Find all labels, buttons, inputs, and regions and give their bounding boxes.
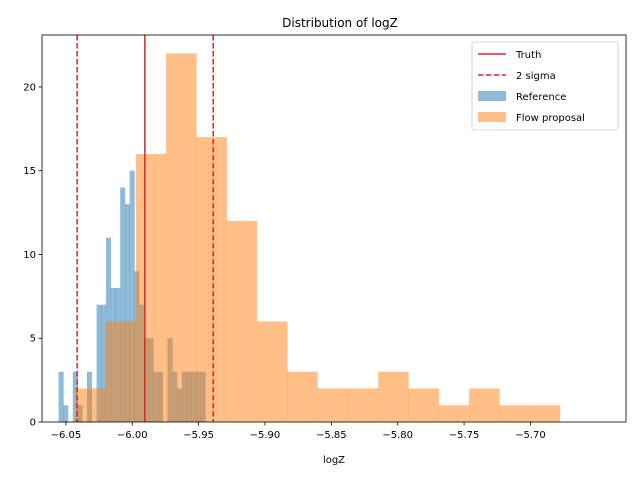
histogram-bar (63, 405, 69, 422)
legend-swatch-flow-proposal (478, 112, 506, 122)
histogram-bar (257, 321, 288, 422)
histogram-bar (196, 137, 228, 422)
histogram-bar (124, 204, 130, 422)
x-tick-label: −5.80 (382, 430, 413, 441)
y-tick-label: 0 (30, 418, 36, 429)
histogram-bar (408, 388, 440, 422)
y-tick-label: 15 (23, 166, 36, 177)
x-axis-label: logZ (323, 455, 345, 466)
histogram-bar (499, 405, 531, 422)
histogram-bar (75, 388, 106, 422)
histogram-bar (135, 153, 167, 422)
histogram-bar (101, 304, 107, 422)
bars-layer (58, 53, 561, 423)
legend-swatch-reference (478, 91, 506, 101)
histogram-bar (96, 304, 102, 422)
histogram-bar (529, 405, 561, 422)
legend: Truth 2 sigma Reference Flow proposal (471, 41, 619, 131)
legend-label-reference: Reference (516, 92, 566, 103)
x-tick-label: −5.90 (250, 430, 281, 441)
legend-box (471, 41, 619, 131)
x-tick-label: −5.75 (449, 430, 480, 441)
chart-title: Distribution of logZ (282, 16, 398, 30)
histogram-bar (58, 371, 64, 422)
x-tick-label: −5.95 (183, 430, 214, 441)
axes (41, 34, 627, 423)
histogram-bar (226, 220, 258, 422)
histogram-bar (469, 388, 500, 422)
y-tick-label: 10 (23, 250, 36, 261)
series-flow-proposal (75, 53, 561, 423)
plot-frame (41, 34, 627, 423)
histogram-bar (287, 371, 318, 422)
x-tick-label: −5.85 (316, 430, 347, 441)
legend-label-flow-proposal: Flow proposal (516, 113, 585, 124)
vertical-lines-layer (76, 35, 214, 422)
histogram-bar (120, 187, 126, 422)
x-tick-label: −5.70 (515, 430, 546, 441)
y-axis-ticks: 0 5 10 15 20 (23, 82, 42, 429)
histogram-bar (438, 405, 470, 422)
histogram-bar (347, 388, 379, 422)
x-axis-ticks: −6.05 −6.00 −5.95 −5.90 −5.85 −5.80 −5.75 −5.70 (51, 422, 546, 441)
x-tick-label: −6.05 (51, 430, 82, 441)
y-tick-label: 20 (23, 82, 36, 93)
histogram-bar (166, 53, 197, 423)
y-tick-label: 5 (30, 334, 36, 345)
histogram-bar (105, 321, 137, 422)
histogram-bar (378, 371, 409, 422)
histogram-bar (317, 388, 349, 422)
legend-label-2-sigma: 2 sigma (516, 71, 556, 82)
x-tick-label: −6.00 (117, 430, 148, 441)
histogram-bar (129, 170, 135, 422)
legend-label-truth: Truth (515, 50, 541, 61)
